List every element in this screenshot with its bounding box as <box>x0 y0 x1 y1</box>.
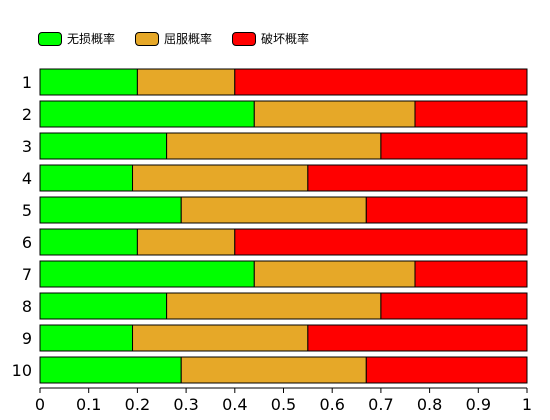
x-tick-label-5: 0.5 <box>271 395 296 414</box>
bar-segment-3-3 <box>380 132 528 160</box>
bar-segment-8-2 <box>166 292 382 320</box>
bar-segment-3-1 <box>39 132 168 160</box>
x-tick-label-10: 1 <box>522 395 532 414</box>
bar-segment-4-3 <box>307 164 528 192</box>
y-tick-label-1: 1 <box>22 73 32 92</box>
legend-item-intact: 无损概率 <box>38 30 115 47</box>
bar-segment-7-3 <box>414 260 528 288</box>
y-tick-label-3: 3 <box>22 137 32 156</box>
legend-swatch-failure <box>232 31 257 46</box>
bar-segment-4-2 <box>132 164 309 192</box>
x-tick-label-3: 0.3 <box>173 395 198 414</box>
y-tick-label-4: 4 <box>22 169 32 188</box>
bar-segment-5-2 <box>180 196 367 224</box>
x-tick-label-7: 0.7 <box>368 395 393 414</box>
bar-segment-9-3 <box>307 324 528 352</box>
legend-swatch-yield <box>135 31 160 46</box>
y-tick-label-6: 6 <box>22 233 32 252</box>
legend-swatch-intact <box>38 31 62 46</box>
bar-segment-6-1 <box>39 228 138 256</box>
y-tick-label-8: 8 <box>22 297 32 316</box>
bar-segment-7-2 <box>253 260 416 288</box>
x-tick-label-6: 0.6 <box>319 395 344 414</box>
bar-segment-5-3 <box>365 196 528 224</box>
x-tick-label-4: 0.4 <box>222 395 247 414</box>
bar-segment-8-3 <box>380 292 528 320</box>
x-tick-label-1: 0.1 <box>76 395 101 414</box>
bar-segment-2-1 <box>39 100 255 128</box>
bar-segment-9-2 <box>132 324 309 352</box>
y-tick-label-9: 9 <box>22 329 32 348</box>
bar-segment-1-3 <box>234 68 528 96</box>
bar-segment-5-1 <box>39 196 182 224</box>
x-tick-label-2: 0.2 <box>125 395 150 414</box>
chart-legend: 无损概率 屈服概率 破坏概率 <box>38 30 329 47</box>
bar-segment-1-1 <box>39 68 138 96</box>
bar-segment-1-2 <box>136 68 236 96</box>
bar-segment-2-2 <box>253 100 416 128</box>
y-tick-label-10: 10 <box>12 361 32 380</box>
bar-segment-4-1 <box>39 164 134 192</box>
legend-label-yield: 屈服概率 <box>164 32 213 46</box>
legend-item-failure: 破坏概率 <box>232 30 309 47</box>
bar-segment-6-3 <box>234 228 528 256</box>
legend-label-failure: 破坏概率 <box>261 32 310 46</box>
bar-segment-2-3 <box>414 100 528 128</box>
x-tick-label-8: 0.8 <box>417 395 442 414</box>
y-tick-label-7: 7 <box>22 265 32 284</box>
bar-segment-7-1 <box>39 260 255 288</box>
bar-segment-10-1 <box>39 356 182 384</box>
legend-item-yield: 屈服概率 <box>135 30 212 47</box>
bar-segment-9-1 <box>39 324 134 352</box>
bar-segment-6-2 <box>136 228 236 256</box>
legend-label-intact: 无损概率 <box>67 32 116 46</box>
y-tick-label-5: 5 <box>22 201 32 220</box>
bar-segment-10-2 <box>180 356 367 384</box>
bar-segment-3-2 <box>166 132 382 160</box>
x-tick-label-9: 0.9 <box>466 395 491 414</box>
bar-segment-8-1 <box>39 292 168 320</box>
y-tick-label-2: 2 <box>22 105 32 124</box>
x-tick-label-0: 0 <box>35 395 45 414</box>
bar-segment-10-3 <box>365 356 528 384</box>
